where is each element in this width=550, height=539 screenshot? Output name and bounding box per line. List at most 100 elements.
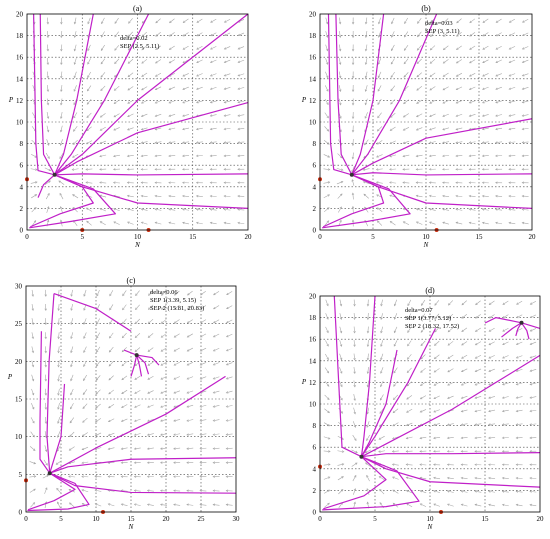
field-arrow xyxy=(338,194,342,199)
x-tick-label: 20 xyxy=(245,233,253,241)
y-tick-label: 6 xyxy=(20,162,24,170)
field-arrow xyxy=(31,432,35,437)
y-tick-label: 16 xyxy=(16,54,24,62)
panel-title: (d) xyxy=(425,286,435,295)
x-tick-label: 10 xyxy=(134,233,142,241)
y-tick-label: 16 xyxy=(309,54,317,62)
field-arrow xyxy=(489,301,494,305)
field-arrow xyxy=(169,32,174,36)
trajectory-line xyxy=(55,14,248,175)
x-tick-label: 20 xyxy=(537,515,545,523)
x-tick-label: 15 xyxy=(128,515,136,523)
equilibrium-point xyxy=(359,455,363,459)
field-arrow xyxy=(83,389,87,394)
field-arrow xyxy=(434,341,439,345)
field-arrow xyxy=(364,140,368,145)
field-arrow xyxy=(174,319,179,323)
field-arrow xyxy=(462,328,467,332)
y-tick-label: 18 xyxy=(309,314,317,322)
y-tick-label: 14 xyxy=(309,357,317,365)
x-tick-label: 5 xyxy=(373,515,377,523)
field-arrow xyxy=(364,194,369,198)
x-axis-label: N xyxy=(128,523,134,531)
annotation-text: SEP (3, 5.11) xyxy=(425,28,460,35)
field-arrow xyxy=(135,319,139,324)
field-arrow xyxy=(435,300,439,305)
field-arrow xyxy=(394,381,398,386)
field-arrow xyxy=(404,72,408,77)
trajectory-line xyxy=(361,453,540,457)
annotation-text: delta=0.03 xyxy=(425,20,453,27)
field-arrow xyxy=(170,19,175,23)
field-arrow xyxy=(128,73,133,77)
field-arrow xyxy=(114,86,119,90)
field-arrow xyxy=(324,126,328,131)
field-arrow xyxy=(32,207,36,212)
field-arrow xyxy=(407,368,411,373)
trajectory-line xyxy=(55,103,248,175)
field-arrow xyxy=(156,19,161,23)
y-tick-label: 5 xyxy=(19,471,23,479)
field-arrow xyxy=(135,347,140,351)
field-arrow xyxy=(109,333,113,338)
field-arrow xyxy=(183,19,188,23)
y-tick-label: 0 xyxy=(20,227,24,235)
field-arrow xyxy=(421,368,426,372)
x-tick-label: 0 xyxy=(25,233,29,241)
y-axis-label: P xyxy=(8,96,14,104)
x-tick-label: 5 xyxy=(81,233,85,241)
y-tick-label: 10 xyxy=(16,119,24,127)
field-arrow xyxy=(338,489,343,494)
y-tick-label: 30 xyxy=(15,283,23,291)
x-tick-label: 0 xyxy=(318,515,322,523)
trajectory-line xyxy=(334,296,361,457)
field-arrow xyxy=(101,86,105,91)
x-tick-label: 20 xyxy=(529,233,537,241)
field-arrow xyxy=(109,347,113,352)
y-tick-label: 8 xyxy=(313,140,317,148)
field-arrow xyxy=(325,395,329,400)
field-arrow xyxy=(324,409,329,413)
field-arrow xyxy=(148,333,153,337)
field-arrow xyxy=(156,32,161,36)
field-arrow xyxy=(434,355,439,359)
field-arrow xyxy=(83,418,88,422)
field-arrow xyxy=(417,86,422,90)
y-tick-label: 20 xyxy=(16,11,24,19)
trajectory-line xyxy=(137,355,149,374)
trajectory-line xyxy=(50,384,65,473)
field-arrow xyxy=(109,361,113,366)
trajectory-line xyxy=(50,458,236,473)
y-tick-label: 6 xyxy=(313,162,317,170)
field-arrow xyxy=(129,18,133,23)
y-tick-label: 12 xyxy=(16,97,24,105)
field-arrow xyxy=(142,59,147,63)
trajectory-line xyxy=(361,457,540,487)
y-tick-label: 14 xyxy=(309,75,317,83)
y-tick-label: 18 xyxy=(309,32,317,40)
field-arrow xyxy=(462,301,467,305)
y-tick-label: 6 xyxy=(313,444,317,452)
y-tick-label: 2 xyxy=(20,205,24,213)
field-arrow xyxy=(135,333,140,337)
field-arrow xyxy=(100,113,105,117)
field-arrow xyxy=(476,301,481,305)
field-arrow xyxy=(390,221,395,225)
field-arrow xyxy=(135,305,139,310)
field-arrow xyxy=(430,46,435,50)
equilibrium-point xyxy=(48,471,52,475)
field-arrow xyxy=(161,319,166,323)
equilibrium-point xyxy=(520,321,524,325)
field-arrow xyxy=(122,333,126,338)
field-arrow xyxy=(443,46,448,50)
y-tick-label: 8 xyxy=(313,422,317,430)
y-tick-label: 10 xyxy=(15,433,23,441)
trajectory-line xyxy=(124,350,159,365)
equilibrium-point xyxy=(135,353,139,357)
field-arrow xyxy=(96,375,100,380)
annotation-text: SEP 2 (15.81, 20.83) xyxy=(150,305,204,312)
